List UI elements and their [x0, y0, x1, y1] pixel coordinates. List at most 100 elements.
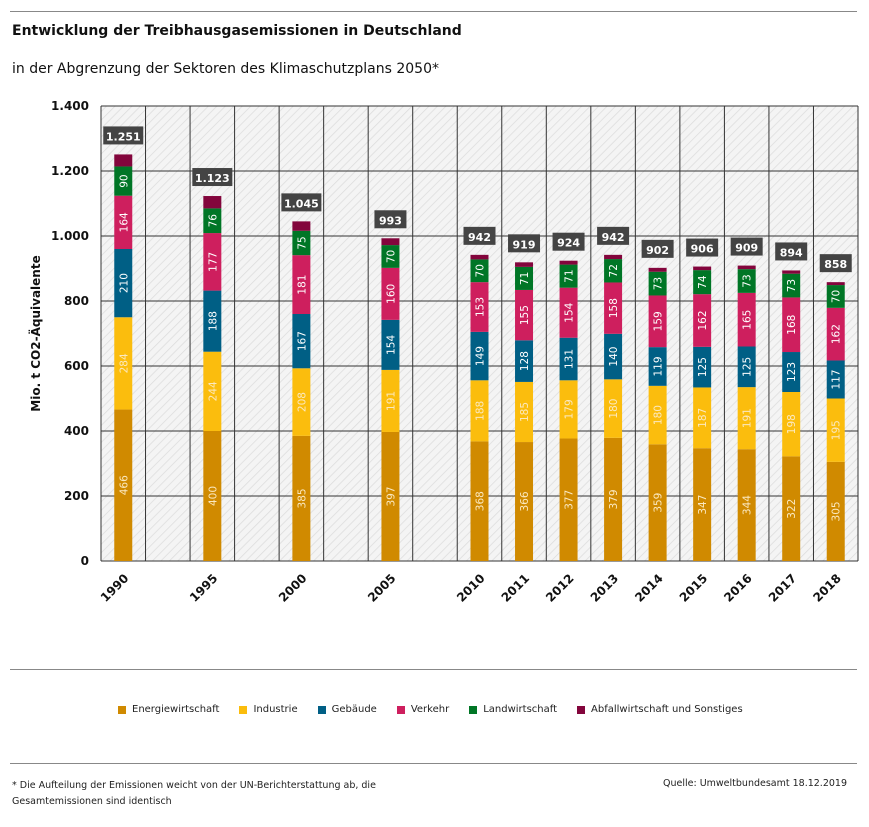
- bar-segment-gebäude: [782, 352, 801, 392]
- bar-segment-energiewirtschaft: [648, 444, 667, 561]
- bar-value-label: 154: [385, 335, 397, 355]
- total-label-box: [819, 254, 852, 273]
- bar-value-label: 167: [296, 331, 308, 351]
- legend-swatch: [577, 705, 586, 714]
- total-label-box: [463, 226, 496, 245]
- bar-segment-verkehr: [782, 297, 801, 353]
- x-tick-label: 2014: [632, 571, 666, 605]
- bar-segment-industrie: [203, 351, 222, 431]
- bar-value-label: 75: [296, 236, 308, 249]
- total-label-box: [103, 126, 144, 145]
- y-tick-label: 400: [64, 424, 89, 438]
- bar-segment-energiewirtschaft: [114, 409, 133, 561]
- bar-segment-abfallwirtschaft-und-sonstiges: [604, 254, 623, 260]
- bottom-rule: [10, 763, 857, 764]
- x-tick-label: 2012: [543, 571, 577, 605]
- bar-value-label: 154: [564, 302, 576, 322]
- bar-segment-industrie: [470, 380, 489, 442]
- bar-segment-abfallwirtschaft-und-sonstiges: [515, 262, 534, 267]
- bar-segment-energiewirtschaft: [559, 438, 578, 561]
- y-tick-label: 800: [64, 294, 89, 308]
- bar-segment-abfallwirtschaft-und-sonstiges: [381, 238, 400, 246]
- legend-swatch: [469, 705, 478, 714]
- bar-value-label: 344: [742, 495, 754, 515]
- bar-segment-landwirtschaft: [826, 285, 845, 308]
- x-tick-label: 1995: [187, 571, 221, 605]
- total-label: 1.123: [195, 172, 230, 185]
- bar-segment-industrie: [604, 379, 623, 438]
- x-tick-label: 2005: [365, 571, 399, 605]
- x-tick-label: 2010: [454, 571, 488, 605]
- bar-value-label: 125: [697, 357, 709, 377]
- bar-segment-abfallwirtschaft-und-sonstiges: [826, 282, 845, 286]
- bar-segment-gebäude: [648, 347, 667, 386]
- bar-segment-gebäude: [381, 319, 400, 370]
- bar-value-label: 155: [519, 305, 531, 325]
- bar-segment-gebäude: [826, 360, 845, 399]
- bar-segment-verkehr: [826, 307, 845, 361]
- total-label-box: [597, 226, 630, 245]
- bar-segment-energiewirtschaft: [737, 449, 756, 561]
- total-label: 858: [824, 258, 847, 271]
- bar-value-label: 162: [831, 324, 843, 344]
- total-label-box: [374, 210, 407, 229]
- total-label: 1.045: [284, 197, 319, 210]
- bar-segment-verkehr: [203, 233, 222, 291]
- bar-value-label: 210: [118, 273, 130, 293]
- bar-segment-industrie: [693, 387, 712, 449]
- bar-value-label: 70: [831, 290, 843, 303]
- bar-segment-landwirtschaft: [737, 269, 756, 293]
- bar-segment-landwirtschaft: [648, 271, 667, 296]
- bar-value-label: 191: [742, 408, 754, 428]
- bar-segment-industrie: [782, 392, 801, 457]
- bar-segment-abfallwirtschaft-und-sonstiges: [648, 267, 667, 272]
- legend: Energiewirtschaft Industrie Gebäude Verkehr…: [118, 704, 743, 715]
- y-tick-label: 0: [81, 554, 89, 568]
- legend-swatch: [396, 705, 405, 714]
- y-tick-label: 200: [64, 489, 89, 503]
- bar-value-label: 191: [385, 391, 397, 411]
- x-tick-label: 2018: [810, 571, 844, 605]
- bar-value-label: 198: [786, 414, 798, 434]
- bar-value-label: 385: [296, 488, 308, 508]
- legend-swatch: [118, 705, 126, 714]
- bar-segment-industrie: [559, 380, 578, 439]
- x-tick-label: 2016: [721, 571, 755, 605]
- bar-segment-industrie: [737, 387, 756, 450]
- bar-value-label: 73: [786, 279, 798, 292]
- legend-label: Gebäude: [331, 704, 377, 715]
- total-label: 942: [602, 231, 625, 244]
- legend-item: Gebäude: [317, 704, 377, 715]
- bar-value-label: 397: [385, 486, 397, 506]
- bar-segment-gebäude: [470, 331, 489, 381]
- legend-item: Landwirtschaft: [469, 704, 557, 715]
- total-label-box: [192, 168, 233, 187]
- bar-segment-energiewirtschaft: [292, 435, 311, 561]
- source-note: Quelle: Umweltbundesamt 18.12.2019: [663, 778, 847, 789]
- bar-value-label: 90: [118, 174, 130, 187]
- bar-value-label: 74: [697, 275, 709, 289]
- bar-value-label: 162: [697, 310, 709, 330]
- bar-value-label: 188: [207, 311, 219, 331]
- bar-segment-verkehr: [114, 195, 133, 249]
- bar-segment-gebäude: [559, 337, 578, 381]
- bar-value-label: 379: [608, 489, 620, 509]
- bar-segment-landwirtschaft: [604, 259, 623, 283]
- y-axis-label: Mio. t CO2-Äquivalente: [28, 255, 43, 411]
- bar-segment-gebäude: [203, 290, 222, 352]
- bar-value-label: 153: [475, 297, 487, 317]
- bar-value-label: 347: [697, 495, 709, 515]
- bar-value-label: 377: [564, 490, 576, 510]
- bar-segment-industrie: [515, 381, 534, 443]
- total-label: 924: [557, 237, 580, 250]
- bar-value-label: 125: [742, 357, 754, 377]
- bar-segment-verkehr: [515, 289, 534, 341]
- bar-segment-landwirtschaft: [470, 259, 489, 283]
- bar-value-label: 188: [475, 401, 487, 421]
- bar-segment-verkehr: [604, 282, 623, 334]
- bar-segment-landwirtschaft: [292, 230, 311, 256]
- bar-segment-abfallwirtschaft-und-sonstiges: [203, 196, 222, 209]
- bar-value-label: 181: [296, 275, 308, 295]
- x-tick-label: 2013: [588, 571, 622, 605]
